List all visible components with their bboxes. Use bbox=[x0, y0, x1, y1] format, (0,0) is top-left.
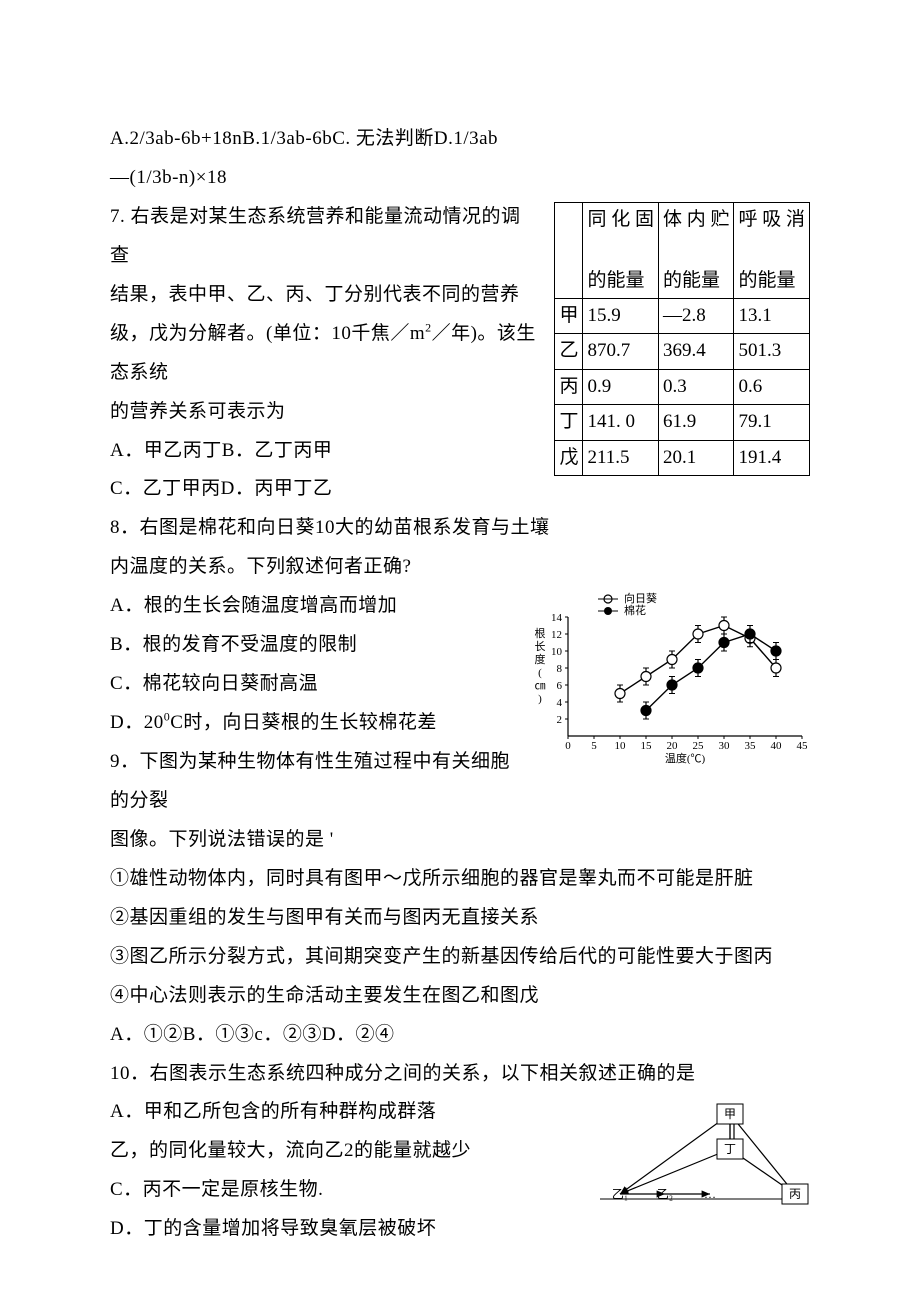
svg-text:0: 0 bbox=[565, 740, 571, 752]
svg-text:乙₂: 乙₂ bbox=[657, 1187, 673, 1201]
svg-text:40: 40 bbox=[771, 740, 783, 752]
q9-text: ①雄性动物体内，同时具有图甲～戊所示细胞的器官是睾丸而不可能是肝脏 bbox=[110, 860, 810, 899]
svg-text:35: 35 bbox=[745, 740, 757, 752]
q7-table: 同 化 固 的能量 体 内 贮 的能量 呼 吸 消 的能量 甲 15.9 —2.… bbox=[554, 202, 810, 476]
svg-text:丙: 丙 bbox=[789, 1187, 801, 1201]
q8-chart-container: 0 5 10 15 20 25 30 35 40 45 2 4 6 8 10 12 14 温度(℃) 根长度(㎝) 向… bbox=[530, 589, 810, 769]
q9-text: ④中心法则表示的生命活动主要发生在图乙和图戊 bbox=[110, 977, 810, 1016]
table-header: 同 化 固 的能量 bbox=[583, 202, 659, 298]
svg-text:向日葵: 向日葵 bbox=[624, 591, 657, 605]
table-row: 乙 870.7 369.4 501.3 bbox=[555, 334, 810, 369]
svg-text:10: 10 bbox=[551, 646, 563, 658]
text-line: —(1/3b-n)×18 bbox=[110, 159, 810, 198]
q9-text: 图像。下列说法错误的是 ' bbox=[110, 821, 810, 860]
svg-text:棉花: 棉花 bbox=[624, 603, 646, 617]
q10-diagram: 甲丁乙₁ 乙₂ … 丙 bbox=[580, 1099, 810, 1209]
svg-text:度: 度 bbox=[535, 652, 546, 666]
q7-table-container: 同 化 固 的能量 体 内 贮 的能量 呼 吸 消 的能量 甲 15.9 —2.… bbox=[554, 202, 810, 476]
text-line: A.2/3ab-6b+18nB.1/3ab-6bC. 无法判断D.1/3ab bbox=[110, 120, 810, 159]
q9-text: ③图乙所示分裂方式，其间期突变产生的新基因传给后代的可能性要大于图丙 bbox=[110, 938, 810, 977]
svg-text:25: 25 bbox=[693, 740, 705, 752]
svg-text:20: 20 bbox=[667, 740, 679, 752]
q8-text: 内温度的关系。下列叙述何者正确? bbox=[110, 548, 810, 587]
q9-option: A．①②B．①③c．②③D．②④ bbox=[110, 1016, 810, 1055]
svg-text:15: 15 bbox=[641, 740, 653, 752]
svg-text:30: 30 bbox=[719, 740, 731, 752]
svg-text:14: 14 bbox=[551, 612, 563, 624]
svg-text:5: 5 bbox=[591, 740, 597, 752]
svg-text:长: 长 bbox=[535, 640, 546, 653]
svg-text:12: 12 bbox=[551, 629, 562, 641]
q8-text: 8．右图是棉花和向日葵10大的幼苗根系发育与土壤 bbox=[110, 509, 810, 548]
svg-text:甲: 甲 bbox=[724, 1107, 736, 1121]
svg-text:): ) bbox=[538, 693, 542, 705]
svg-text:8: 8 bbox=[557, 663, 563, 675]
svg-text:4: 4 bbox=[557, 697, 563, 709]
svg-text:温度(℃): 温度(℃) bbox=[665, 751, 706, 764]
table-header: 呼 吸 消 的能量 bbox=[734, 202, 810, 298]
svg-text:丁: 丁 bbox=[724, 1142, 736, 1156]
table-row: 甲 15.9 —2.8 13.1 bbox=[555, 299, 810, 334]
table-row: 戊 211.5 20.1 191.4 bbox=[555, 440, 810, 475]
svg-text:…: … bbox=[704, 1187, 716, 1201]
svg-text:根: 根 bbox=[535, 626, 546, 640]
svg-text:6: 6 bbox=[557, 680, 563, 692]
svg-text:2: 2 bbox=[557, 714, 563, 726]
svg-text:乙₁: 乙₁ bbox=[612, 1187, 628, 1201]
svg-text:10: 10 bbox=[615, 740, 627, 752]
svg-text:㎝: ㎝ bbox=[535, 680, 546, 692]
table-corner bbox=[555, 202, 583, 298]
q10-option: D．丁的含量增加将导致臭氧层被破坏 bbox=[110, 1210, 810, 1249]
svg-text:45: 45 bbox=[797, 740, 809, 752]
table-row: 丁 141. 0 61.9 79.1 bbox=[555, 405, 810, 440]
q10-text: 10．右图表示生态系统四种成分之间的关系，以下相关叙述正确的是 bbox=[110, 1055, 810, 1094]
q7-option: C．乙丁甲丙D．丙甲丁乙 bbox=[110, 470, 810, 509]
q8-chart: 0 5 10 15 20 25 30 35 40 45 2 4 6 8 10 12 14 温度(℃) 根长度(㎝) 向… bbox=[530, 589, 810, 764]
svg-text:(: ( bbox=[538, 667, 542, 679]
table-header: 体 内 贮 的能量 bbox=[658, 202, 734, 298]
table-row: 丙 0.9 0.3 0.6 bbox=[555, 369, 810, 404]
q9-text: ②基因重组的发生与图甲有关而与图丙无直接关系 bbox=[110, 899, 810, 938]
q10-diagram-container: 甲丁乙₁ 乙₂ … 丙 bbox=[580, 1099, 810, 1214]
